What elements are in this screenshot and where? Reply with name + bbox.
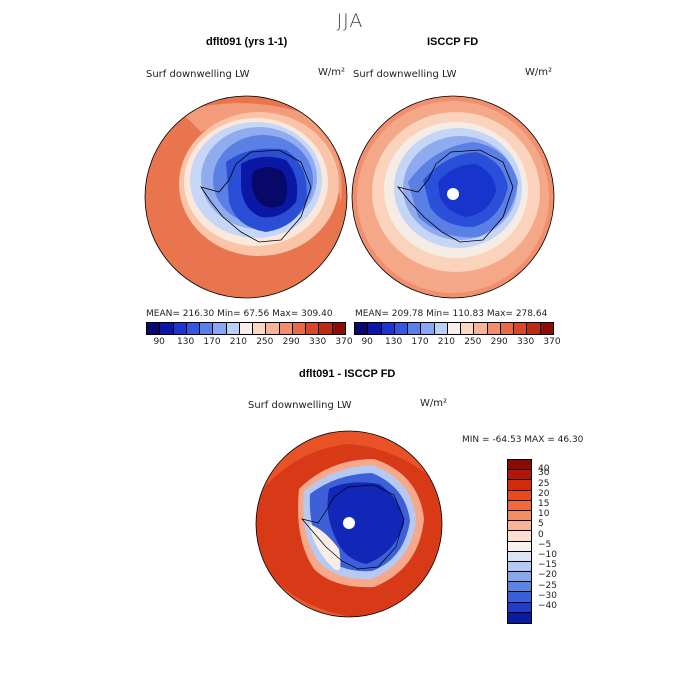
colorbar-panel-1-tick-label: 250	[256, 337, 274, 347]
colorbar-panel-2-tick-label: 250	[464, 337, 482, 347]
colorbar-panel-2-ticks: 90 130 170 210 250 290 330 370	[354, 337, 560, 349]
colorbar-panel-2-swatch	[394, 323, 409, 334]
colorbar-difference-tick-label: −20	[538, 570, 557, 581]
colorbar-panel-1-tick-label: 370	[335, 337, 353, 347]
colorbar-difference-swatch	[508, 541, 531, 552]
colorbar-panel-2-tick-label: 210	[437, 337, 455, 347]
panel-3-title: dflt091 - ISCCP FD	[299, 368, 396, 380]
colorbar-difference-tick-label: −40	[538, 601, 557, 611]
colorbar-difference	[507, 459, 532, 624]
colorbar-difference-swatch	[508, 531, 531, 542]
colorbar-panel-2-swatch	[355, 323, 369, 334]
panel-3-stats: MIN = -64.53 MAX = 46.30	[462, 435, 584, 445]
colorbar-panel-1-swatch	[292, 323, 307, 334]
colorbar-panel-1-tick-label: 290	[282, 337, 300, 347]
polar-map-obs	[351, 95, 555, 299]
colorbar-panel-1-swatch	[213, 323, 227, 334]
colorbar-difference-tick-label: 40	[538, 464, 550, 475]
colorbar-panel-1-tick-label: 210	[229, 337, 247, 347]
colorbar-difference-tick-label: 30	[538, 468, 550, 479]
colorbar-panel-1-swatch	[319, 323, 333, 334]
colorbar-panel-1-swatch	[306, 323, 320, 334]
colorbar-panel-2-tick-label: 330	[517, 337, 535, 347]
colorbar-panel-2-swatch	[514, 323, 528, 334]
colorbar-panel-2-swatch	[434, 323, 448, 334]
colorbar-panel-2-swatch	[421, 323, 435, 334]
colorbar-panel-2-swatch	[487, 323, 501, 334]
colorbar-difference-swatch	[508, 500, 531, 511]
colorbar-panel-1-swatch	[147, 323, 161, 334]
colorbar-panel-2-swatch	[527, 323, 541, 334]
panel-2-title: ISCCP FD	[427, 36, 479, 48]
panel-2-stats: MEAN= 209.78 Min= 110.83 Max= 278.64	[355, 309, 548, 319]
colorbar-panel-1-tick-label: 170	[203, 337, 221, 347]
colorbar-difference-tick-label: −10	[538, 550, 557, 560]
colorbar-difference-swatch	[508, 582, 531, 593]
colorbar-difference-tick-label: 0	[538, 529, 544, 540]
colorbar-panel-2-swatch	[540, 323, 553, 334]
panel-1-stats: MEAN= 216.30 Min= 67.56 Max= 309.40	[146, 309, 333, 319]
colorbar-panel-1-tick-label: 330	[309, 337, 327, 347]
colorbar-difference-swatch	[508, 572, 531, 583]
colorbar-difference-swatch	[508, 592, 531, 603]
polar-map-model	[144, 95, 348, 299]
colorbar-difference-tick-label: 15	[538, 499, 550, 509]
colorbar-panel-1-swatch	[279, 323, 293, 334]
colorbar-panel-2-swatch	[368, 323, 382, 334]
colorbar-difference-swatch	[508, 521, 531, 532]
colorbar-panel-2-swatch	[447, 323, 462, 334]
colorbar-panel-1-swatch	[160, 323, 174, 334]
colorbar-panel-2-tick-label: 130	[385, 337, 403, 347]
colorbar-difference-swatch	[508, 551, 531, 562]
colorbar-panel-1-swatch	[200, 323, 214, 334]
colorbar-panel-1-swatch	[266, 323, 280, 334]
colorbar-difference-swatch	[508, 510, 531, 522]
colorbar-panel-2-tick-label: 290	[490, 337, 508, 347]
panel-3-units: W/m²	[420, 398, 448, 409]
colorbar-difference-swatch	[508, 480, 531, 491]
colorbar-difference-tick-label: −5	[538, 539, 552, 550]
colorbar-difference-swatch	[508, 561, 531, 573]
colorbar-panel-2	[354, 322, 554, 335]
colorbar-panel-1-swatch	[239, 323, 254, 334]
panel-1-variable-label: Surf downwelling LW	[146, 69, 250, 80]
colorbar-difference-tick-label: 10	[538, 509, 550, 520]
colorbar-panel-2-swatch	[408, 323, 422, 334]
colorbar-difference-tick-label: −15	[538, 560, 557, 571]
panel-3-variable-label: Surf downwelling LW	[248, 400, 352, 411]
colorbar-panel-2-swatch	[474, 323, 488, 334]
polar-map-difference	[255, 430, 443, 618]
colorbar-panel-2-tick-label: 170	[411, 337, 429, 347]
colorbar-difference-swatch	[508, 460, 531, 471]
colorbar-panel-1-swatch	[253, 323, 267, 334]
colorbar-panel-2-tick-label: 370	[543, 337, 561, 347]
colorbar-panel-1-swatch	[332, 323, 345, 334]
panel-2-units: W/m²	[525, 67, 553, 78]
colorbar-panel-1-swatch	[173, 323, 187, 334]
colorbar-difference-tick-label: 20	[538, 488, 550, 499]
colorbar-panel-1	[146, 322, 346, 335]
colorbar-panel-2-tick-label: 90	[361, 337, 373, 347]
colorbar-panel-2-swatch	[461, 323, 475, 334]
colorbar-difference-tick-label: 5	[538, 519, 544, 530]
panel-2-variable-label: Surf downwelling LW	[353, 69, 457, 80]
panel-1-title: dflt091 (yrs 1-1)	[206, 36, 288, 48]
figure-title: JJA	[336, 10, 364, 32]
colorbar-difference-swatch	[508, 612, 531, 623]
colorbar-panel-1-tick-label: 130	[177, 337, 195, 347]
colorbar-panel-1-ticks: 90 130 170 210 250 290 330 370	[146, 337, 352, 349]
colorbar-panel-1-swatch	[226, 323, 240, 334]
colorbar-panel-2-swatch	[381, 323, 395, 334]
colorbar-difference-tick-label: 25	[538, 478, 550, 489]
colorbar-panel-1-tick-label: 90	[153, 337, 165, 347]
panel-1-units: W/m²	[318, 67, 346, 78]
colorbar-difference-swatch	[508, 602, 531, 613]
colorbar-panel-1-swatch	[186, 323, 201, 334]
colorbar-panel-2-swatch	[500, 323, 515, 334]
colorbar-difference-swatch	[508, 470, 531, 481]
colorbar-difference-ticks: 40 30 25 20 15 10 5 0 −5 −10 −15 −20 −25 −30 −40	[538, 459, 568, 623]
colorbar-difference-tick-label: −30	[538, 590, 557, 601]
colorbar-difference-tick-label: −25	[538, 580, 557, 591]
colorbar-difference-swatch	[508, 490, 531, 501]
